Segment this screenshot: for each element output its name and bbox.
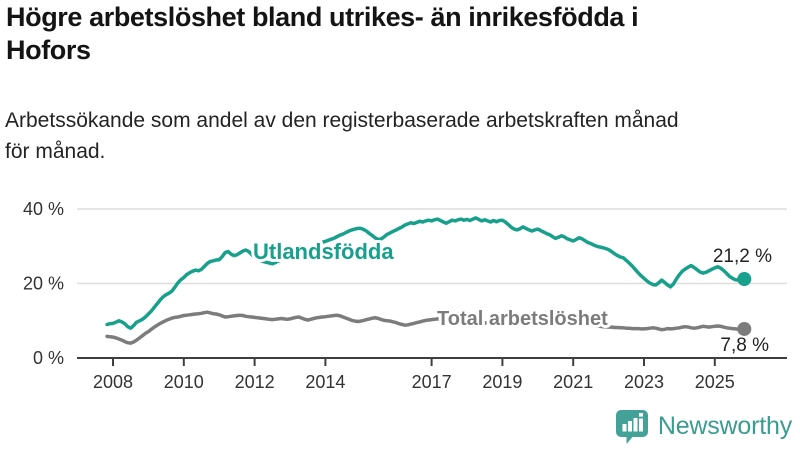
series-endpoint-dot bbox=[737, 321, 752, 336]
series-line-utlandsfodda bbox=[105, 216, 747, 330]
series-endpoint-dot bbox=[737, 272, 752, 287]
series-name-label: Total arbetslöshet bbox=[437, 308, 608, 330]
chart-title-line-1: Högre arbetslöshet bland utrikes- än inr… bbox=[6, 2, 639, 32]
bar-tall bbox=[633, 418, 638, 432]
x-tick-label: 2012 bbox=[235, 372, 275, 392]
x-axis-labels: 2008 2010 2012 2014 2017 2019 2021 2023 2025 bbox=[93, 372, 735, 392]
y-axis-labels: 0 % 20 % 40 % bbox=[23, 199, 64, 368]
x-tick-label: 2019 bbox=[482, 372, 522, 392]
x-tick-label: 2010 bbox=[164, 372, 204, 392]
newsworthy-logo[interactable]: Newsworthy bbox=[615, 408, 792, 445]
y-tick-label: 0 % bbox=[33, 348, 64, 368]
x-tick-label: 2023 bbox=[624, 372, 664, 392]
brand-name: Newsworthy bbox=[657, 412, 792, 440]
series-end-value-label: 21,2 % bbox=[713, 246, 772, 267]
exclamation-bar bbox=[638, 418, 643, 432]
exclamation-dot bbox=[638, 413, 643, 417]
series-lines bbox=[105, 216, 752, 345]
x-tick-label: 2021 bbox=[553, 372, 593, 392]
chart-title: Högre arbetslöshet bland utrikes- än inr… bbox=[6, 1, 639, 67]
chart-subtitle: Arbetssökande som andel av den registerb… bbox=[5, 105, 679, 167]
series-line-total bbox=[105, 310, 747, 345]
chart-subtitle-line-1: Arbetssökande som andel av den registerb… bbox=[5, 109, 679, 132]
chart-title-line-2: Hofors bbox=[6, 35, 91, 65]
series-name-label: Utlandsfödda bbox=[253, 239, 394, 264]
line-chart: 0 % 20 % 40 % 2008 2010 2012 2014 2017 2019 2021… bbox=[23, 199, 787, 392]
gridlines bbox=[77, 208, 787, 285]
y-tick-label: 20 % bbox=[23, 274, 64, 294]
x-tick-label: 2014 bbox=[305, 372, 345, 392]
bar-medium bbox=[627, 421, 632, 432]
series-end-value-label: 7,8 % bbox=[720, 335, 769, 356]
y-tick-label: 40 % bbox=[23, 199, 64, 219]
chart-subtitle-line-2: för månad. bbox=[5, 140, 106, 163]
x-tick-label: 2025 bbox=[695, 372, 735, 392]
bar-small bbox=[622, 424, 627, 432]
x-tick-label: 2008 bbox=[93, 372, 133, 392]
x-tick-label: 2017 bbox=[412, 372, 452, 392]
bar-chart-speech-bubble-icon bbox=[615, 410, 648, 444]
series-labels: Utlandsfödda 21,2 % Total arbetslöshet 7,8 … bbox=[250, 236, 772, 356]
x-axis bbox=[77, 357, 787, 366]
